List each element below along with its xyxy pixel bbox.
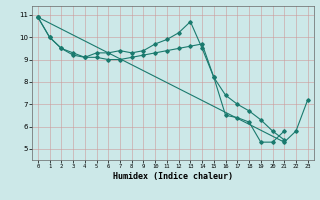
- X-axis label: Humidex (Indice chaleur): Humidex (Indice chaleur): [113, 172, 233, 181]
